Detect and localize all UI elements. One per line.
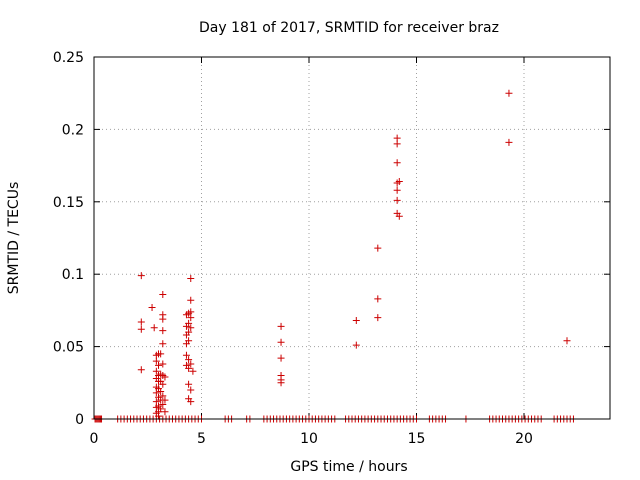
x-tick-label: 20 [515,431,533,447]
data-point [157,350,165,358]
y-tick-label: 0.1 [62,267,84,283]
x-tick-label: 15 [408,431,426,447]
data-point [137,366,145,374]
data-point [185,380,193,388]
x-tick-label: 5 [197,431,206,447]
data-point [187,296,195,304]
y-tick-label: 0.15 [53,195,84,211]
data-point [159,360,167,368]
data-point [374,244,382,252]
data-point [374,314,382,322]
data-point [395,178,403,186]
data-point [159,290,167,298]
plot-frame [93,56,611,420]
x-tick-label: 10 [300,431,318,447]
axis-ticks [93,56,610,420]
data-point [374,295,382,303]
data-point [185,364,193,372]
data-point [277,322,285,330]
y-tick-label: 0.2 [62,122,84,138]
data-point [393,186,401,194]
data-point [352,341,360,349]
data-point [150,324,158,332]
data-point [187,360,195,368]
data-point [148,304,156,312]
data-point [161,373,169,381]
x-tick-label: 0 [90,431,99,447]
data-point [187,275,195,283]
data-point [159,401,167,409]
data-point [182,351,190,359]
data-point [161,408,169,416]
data-point [152,367,160,375]
data-point [187,314,195,322]
data-point [159,392,167,400]
tick-labels: 0 0.05 0.1 0.15 0.2 0.25 0 5 10 15 20 [53,50,533,447]
data-point [187,386,195,394]
y-tick-label: 0 [75,412,84,428]
chart-title: Day 181 of 2017, SRMTID for receiver bra… [199,20,499,36]
data-point [393,159,401,167]
data-point [393,196,401,204]
data-point [161,396,169,404]
data-point [159,340,167,348]
data-point [159,380,167,388]
data-point [157,387,165,395]
data-point [157,405,165,413]
data-point [505,89,513,97]
data-point [152,389,160,397]
data-point [137,318,145,326]
data-point [185,356,193,364]
data-point [185,319,193,327]
data-point [189,367,197,375]
data-point [185,337,193,345]
data-point [393,140,401,148]
data-point [159,327,167,335]
data-point [563,337,571,345]
y-tick-label: 0.25 [53,50,84,66]
data-point [137,272,145,280]
data-point [185,328,193,336]
data-points [91,89,577,423]
data-point [187,398,195,406]
y-axis-label: SRMTID / TECUs [6,182,22,295]
data-point [159,315,167,323]
data-point [395,212,403,220]
data-point [277,338,285,346]
data-point [277,354,285,362]
data-point [352,317,360,325]
data-point [155,361,162,369]
grid [94,57,610,419]
x-axis-label: GPS time / hours [290,459,407,475]
data-point [187,324,195,332]
data-point [137,325,145,333]
y-tick-label: 0.05 [53,340,84,356]
data-point [277,379,285,387]
data-point [505,138,513,146]
data-point [152,357,160,365]
